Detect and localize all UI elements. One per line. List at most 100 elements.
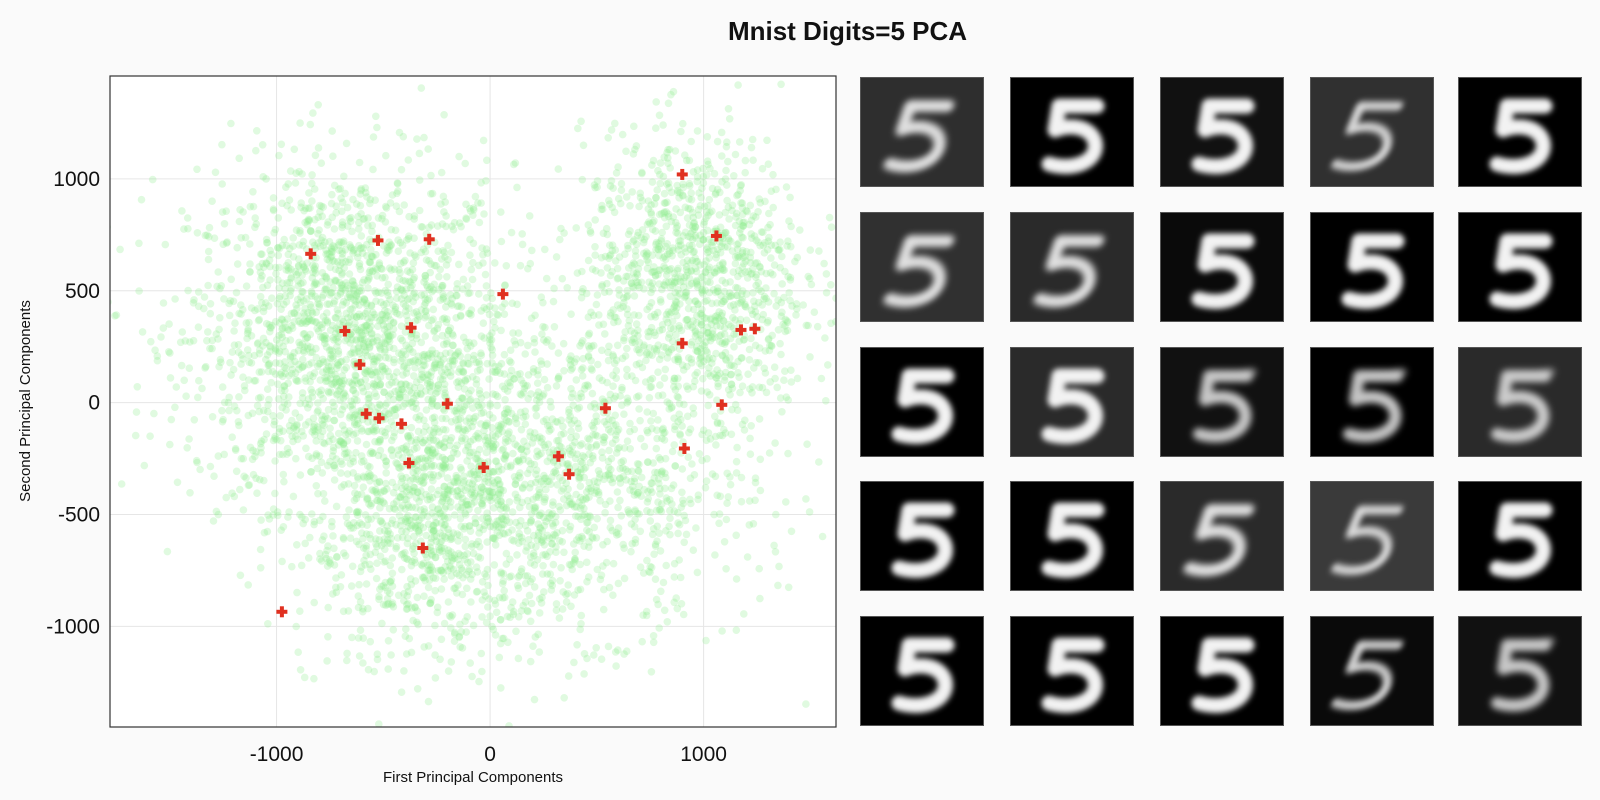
background-point (441, 253, 449, 261)
background-point (619, 540, 627, 549)
background-point (614, 163, 622, 171)
background-point (675, 399, 684, 408)
background-point (661, 365, 670, 374)
background-point (772, 185, 780, 194)
background-point (380, 367, 388, 376)
background-point (225, 406, 233, 415)
background-point (275, 428, 284, 437)
background-point (484, 581, 492, 590)
background-point (264, 511, 272, 519)
background-point (498, 580, 507, 588)
background-point (270, 420, 278, 429)
background-point (296, 510, 304, 519)
background-point (282, 406, 290, 414)
background-point (246, 260, 254, 268)
background-point (165, 348, 173, 356)
background-point (587, 364, 595, 373)
background-point (480, 588, 488, 596)
background-point (751, 478, 760, 487)
background-point (640, 235, 649, 244)
background-point (410, 273, 419, 282)
background-point (299, 237, 308, 246)
background-point (477, 332, 486, 341)
background-point (325, 346, 334, 355)
background-point (380, 301, 388, 309)
background-point (338, 218, 347, 226)
background-point (387, 446, 396, 455)
background-point (233, 243, 241, 252)
background-point (300, 312, 309, 320)
background-point (741, 168, 749, 177)
background-point (275, 347, 284, 356)
background-point (449, 356, 457, 364)
background-point (310, 674, 318, 683)
background-point (454, 503, 462, 511)
background-point (462, 215, 471, 223)
background-point (599, 605, 608, 614)
background-point (711, 333, 719, 342)
background-point (397, 285, 405, 293)
background-point (443, 273, 451, 281)
background-point (355, 328, 363, 337)
background-point (757, 287, 765, 296)
background-point (317, 390, 325, 399)
background-point (739, 336, 748, 344)
background-point (364, 284, 372, 292)
background-point (672, 205, 680, 213)
background-point (494, 430, 503, 438)
background-point (592, 534, 601, 542)
background-point (508, 299, 517, 308)
background-point (322, 365, 331, 374)
background-point (148, 175, 157, 184)
background-point (228, 433, 236, 442)
background-point (345, 318, 354, 327)
background-point (477, 351, 486, 360)
background-point (777, 298, 786, 307)
background-point (289, 353, 297, 361)
background-point (281, 369, 290, 378)
background-point (355, 158, 364, 167)
background-point (412, 413, 421, 422)
background-point (296, 298, 305, 307)
background-point (678, 465, 687, 473)
background-point (289, 492, 298, 501)
background-point (387, 242, 395, 250)
background-point (336, 583, 345, 591)
background-point (235, 309, 243, 318)
background-point (241, 233, 250, 242)
background-point (349, 469, 358, 477)
background-point (307, 343, 315, 352)
background-point (198, 384, 206, 393)
background-point (776, 339, 784, 348)
background-point (611, 648, 620, 656)
background-point (228, 489, 236, 498)
background-point (334, 429, 343, 438)
background-point (589, 341, 598, 350)
background-point (425, 294, 434, 303)
background-point (462, 200, 470, 209)
background-point (570, 658, 578, 667)
background-point (817, 374, 826, 383)
background-point (685, 297, 693, 306)
background-point (500, 310, 509, 319)
background-point (311, 292, 320, 301)
background-point (328, 452, 337, 460)
background-point (256, 545, 265, 554)
background-point (376, 345, 385, 354)
background-point (636, 193, 645, 202)
background-point (626, 227, 634, 235)
background-point (292, 421, 301, 430)
background-point (401, 302, 410, 311)
background-point (361, 329, 370, 337)
background-point (628, 540, 636, 548)
background-point (236, 571, 245, 580)
background-point (401, 328, 410, 336)
background-point (583, 558, 591, 567)
background-point (377, 298, 385, 307)
background-point (668, 447, 677, 456)
background-point (271, 370, 280, 378)
background-point (371, 313, 380, 322)
background-point (686, 425, 695, 434)
background-point (280, 300, 288, 309)
background-point (634, 392, 643, 400)
